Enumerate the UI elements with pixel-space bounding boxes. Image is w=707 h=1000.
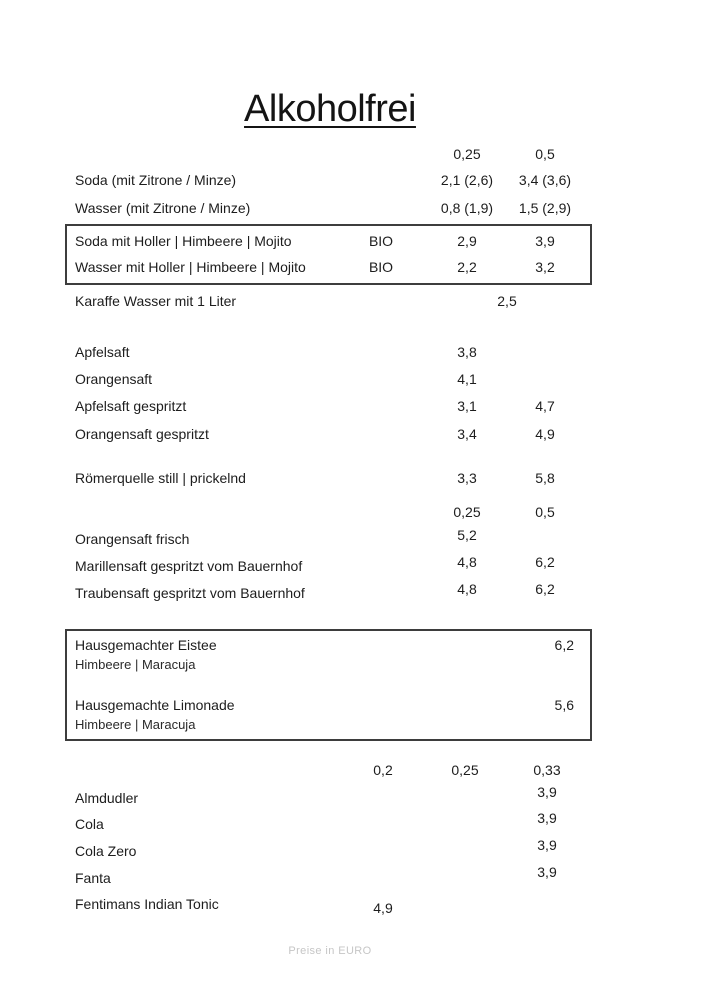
bio-tag: BIO — [368, 233, 394, 249]
price-value: 3,3 — [457, 470, 477, 486]
menu-row: Marillensaft gespritzt vom Bauernhof 4,8… — [0, 554, 707, 576]
menu-row: Wasser mit Holler | Himbeere | Mojito BI… — [67, 257, 586, 277]
footer-note: Preise in EURO — [288, 945, 372, 957]
price-value: 2,2 — [457, 259, 477, 275]
item-label: Wasser mit Holler | Himbeere | Mojito — [75, 259, 306, 275]
price-value: 6,2 — [554, 637, 574, 653]
item-label: Fanta — [75, 870, 111, 886]
price-value: 3,9 — [537, 837, 557, 853]
price-value: 0,8 (1,9) — [440, 200, 494, 216]
menu-row: Fanta 3,9 — [0, 864, 707, 888]
item-label: Traubensaft gespritzt vom Bauernhof — [75, 585, 305, 601]
menu-row: Orangensaft frisch 5,2 — [0, 527, 707, 549]
item-label: Karaffe Wasser mit 1 Liter — [75, 293, 237, 309]
price-value: 3,2 — [535, 259, 555, 275]
item-label: Apfelsaft gespritzt — [75, 398, 187, 414]
price-value: 3,9 — [537, 784, 557, 800]
item-label: Cola — [75, 816, 104, 832]
price-value: 4,9 — [373, 900, 393, 916]
item-label: Almdudler — [75, 790, 139, 806]
menu-row: Cola Zero 3,9 — [0, 837, 707, 861]
menu-row: Orangensaft gespritzt 3,4 4,9 — [0, 424, 707, 444]
menu-row: Almdudler 3,9 — [0, 784, 707, 808]
menu-row: Apfelsaft gespritzt 3,1 4,7 — [0, 396, 707, 416]
price-value: 5,6 — [554, 697, 574, 713]
price-value: 2,1 (2,6) — [440, 172, 494, 188]
item-label: Marillensaft gespritzt vom Bauernhof — [75, 558, 303, 574]
item-label: Orangensaft frisch — [75, 531, 190, 547]
price-value: 3,9 — [537, 810, 557, 826]
price-value: 1,5 (2,9) — [518, 200, 572, 216]
item-label: Hausgemachter Eistee — [75, 637, 217, 653]
price-value: 5,8 — [535, 470, 555, 486]
item-label: Soda mit Holler | Himbeere | Mojito — [75, 233, 292, 249]
menu-row: Soda mit Holler | Himbeere | Mojito BIO … — [67, 231, 586, 251]
menu-row: Fentimans Indian Tonic 4,9 — [0, 894, 707, 916]
price-value: 6,2 — [535, 581, 555, 597]
price-value: 3,8 — [457, 344, 477, 360]
item-label: Orangensaft — [75, 371, 153, 387]
size-header-row: 0,2 0,25 0,33 — [0, 760, 707, 780]
menu-row: Soda (mit Zitrone / Minze) 2,1 (2,6) 3,4… — [0, 170, 707, 190]
price-value: 2,5 — [497, 293, 517, 309]
price-value: 6,2 — [535, 554, 555, 570]
menu-row: Himbeere | Maracuja — [67, 655, 586, 675]
menu-row: Wasser (mit Zitrone / Minze) 0,8 (1,9) 1… — [0, 198, 707, 218]
item-label: Wasser (mit Zitrone / Minze) — [75, 200, 251, 216]
price-value: 3,4 (3,6) — [518, 172, 572, 188]
item-label: Hausgemachte Limonade — [75, 697, 235, 713]
item-subtitle: Himbeere | Maracuja — [75, 657, 196, 672]
price-value: 4,8 — [457, 554, 477, 570]
price-value: 4,1 — [457, 371, 477, 387]
menu-row: Römerquelle still | prickelnd 3,3 5,8 — [0, 468, 707, 488]
size-header: 0,5 — [535, 504, 555, 520]
item-label: Soda (mit Zitrone / Minze) — [75, 172, 237, 188]
menu-row: Hausgemachte Limonade 5,6 — [67, 695, 586, 715]
price-value: 3,1 — [457, 398, 477, 414]
price-value: 3,9 — [537, 864, 557, 880]
page-title: Alkoholfrei — [244, 88, 416, 130]
item-label: Cola Zero — [75, 843, 137, 859]
size-header: 0,25 — [451, 762, 479, 778]
highlight-box-homemade: Hausgemachter Eistee 6,2 Himbeere | Mara… — [65, 629, 592, 741]
menu-row: Cola 3,9 — [0, 810, 707, 834]
menu-row: Traubensaft gespritzt vom Bauernhof 4,8 … — [0, 581, 707, 603]
item-label: Orangensaft gespritzt — [75, 426, 209, 442]
size-header: 0,2 — [373, 762, 393, 778]
item-label: Apfelsaft — [75, 344, 130, 360]
size-header-row: 0,25 0,5 — [0, 502, 707, 522]
price-value: 4,8 — [457, 581, 477, 597]
menu-row: Orangensaft 4,1 — [0, 369, 707, 389]
price-value: 3,4 — [457, 426, 477, 442]
size-header-row: 0,25 0,5 — [0, 144, 707, 164]
size-header: 0,25 — [453, 146, 481, 162]
menu-row: Apfelsaft 3,8 — [0, 342, 707, 362]
size-header: 0,33 — [533, 762, 561, 778]
menu-row: Hausgemachter Eistee 6,2 — [67, 635, 586, 655]
price-value: 3,9 — [535, 233, 555, 249]
bio-tag: BIO — [368, 259, 394, 275]
size-header: 0,25 — [453, 504, 481, 520]
item-label: Römerquelle still | prickelnd — [75, 470, 246, 486]
size-header: 0,5 — [535, 146, 555, 162]
price-value: 4,9 — [535, 426, 555, 442]
highlight-box-bio: Soda mit Holler | Himbeere | Mojito BIO … — [65, 224, 592, 285]
menu-row: Himbeere | Maracuja — [67, 715, 586, 735]
item-label: Fentimans Indian Tonic — [75, 896, 219, 912]
price-value: 4,7 — [535, 398, 555, 414]
price-value: 2,9 — [457, 233, 477, 249]
price-value: 5,2 — [457, 527, 477, 543]
menu-row: Karaffe Wasser mit 1 Liter 2,5 — [0, 291, 707, 311]
item-subtitle: Himbeere | Maracuja — [75, 717, 196, 732]
